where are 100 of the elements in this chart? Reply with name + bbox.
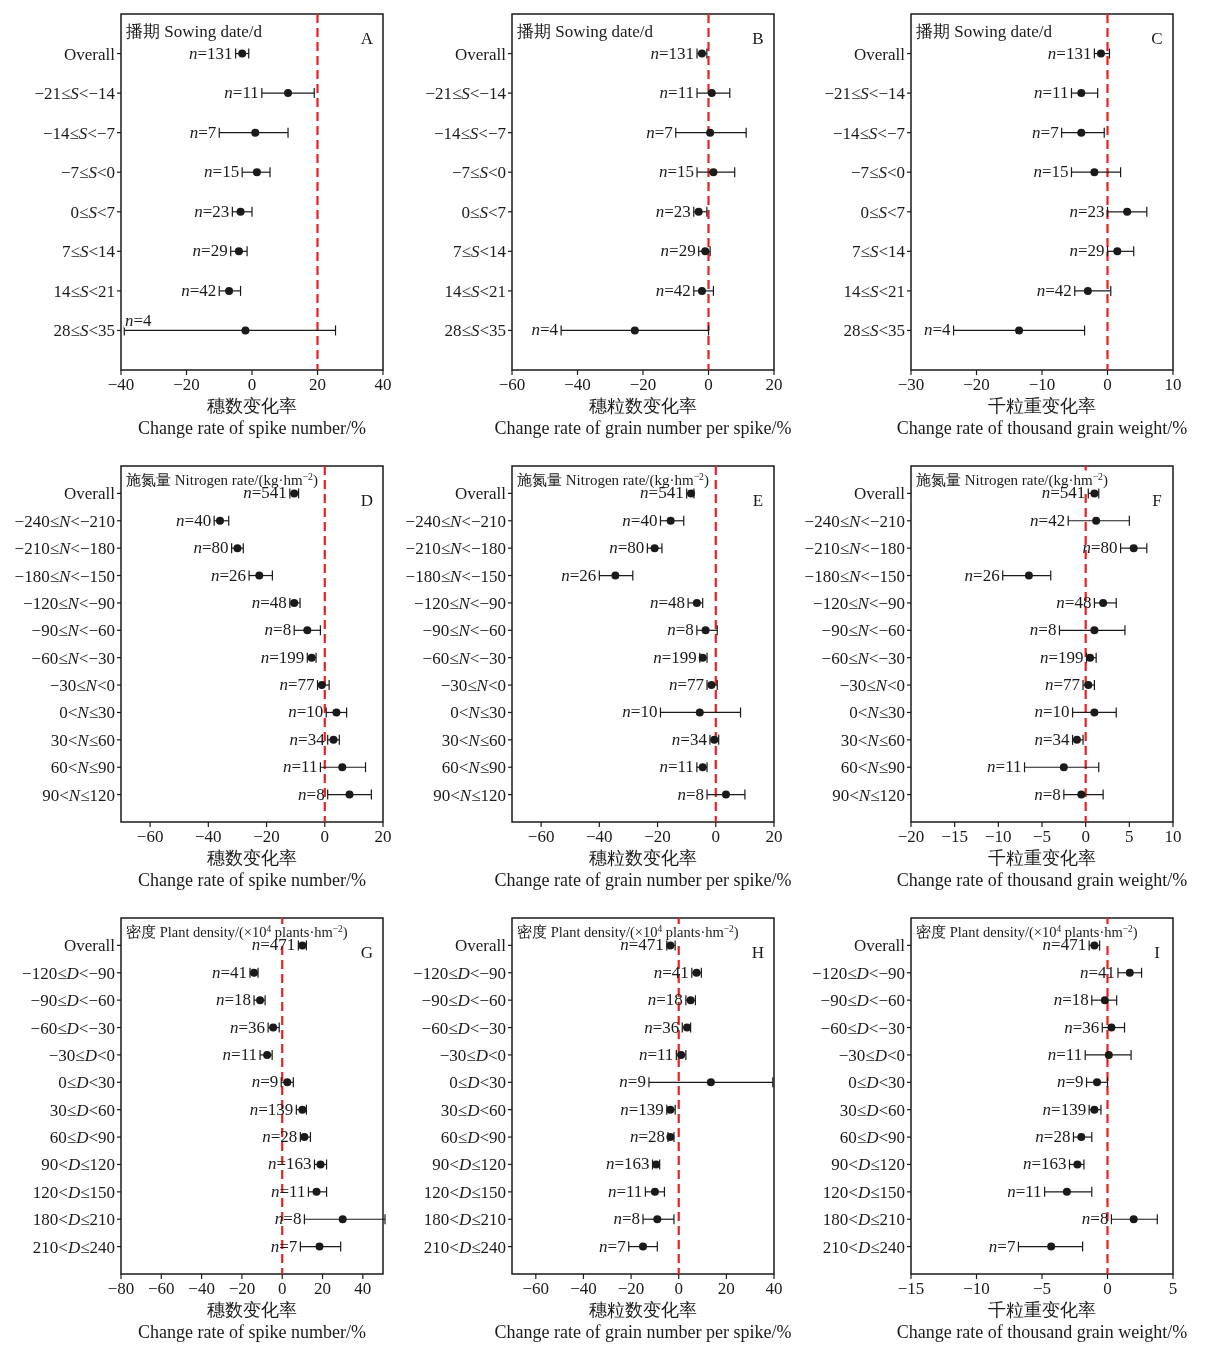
annotation: F [1152,491,1162,510]
y-tick-label: Overall [854,484,906,504]
annotation: n=36 [644,1017,680,1037]
x-axis-title: 穗粒数变化率 Change rate of grain number per spike/% [494,848,792,890]
point [611,571,620,580]
x-tick-label: −10 [985,827,1012,846]
annotation: I [1154,943,1161,962]
x-axis-title: 穗数变化率 Change rate of spike number/% [138,1300,366,1342]
y-tick-label: −21≤S<−14 [824,84,906,104]
y-tick-label: −90≤D<−60 [421,991,506,1011]
y-tick-label: 0≤D<30 [58,1073,115,1093]
point [1024,571,1033,580]
annotation: n=41 [211,962,247,982]
point [255,571,264,580]
y-tick-label: −14≤S<−7 [832,123,906,143]
y-tick-label: 0≤D<30 [848,1073,905,1093]
annotation: n=23 [1069,201,1105,221]
y-tick-label: 60≤D<90 [839,1128,905,1148]
y-tick-label: 90<D≤120 [831,1155,905,1175]
point [312,1187,321,1196]
annotation: n=15 [658,162,695,182]
point [1077,790,1086,799]
y-tick-label: 90<N≤120 [433,785,506,805]
x-tick-label: −20 [897,827,925,846]
annotation: n=11 [659,83,695,103]
point [252,168,261,177]
x-tick-label: −60 [136,827,164,846]
point [251,128,260,137]
y-tick-label: Overall [64,44,116,64]
x-tick-label: −15 [941,827,968,846]
annotation: n=9 [619,1072,646,1092]
annotation: n=77 [1044,675,1081,695]
point [284,89,293,98]
y-tick-label: −90≤N<−60 [31,621,115,641]
annotation: B [752,29,764,48]
y-tick-label: Overall [854,936,906,956]
annotation: n=48 [1056,592,1092,612]
point [338,763,347,772]
x-tick-label: 20 [314,1279,332,1298]
annotation: n=131 [1047,43,1092,63]
annotation: n=48 [650,592,686,612]
y-tick-label: −7≤S<0 [451,163,506,183]
annotation: n=4 [531,320,559,340]
y-tick-label: −240≤N<−210 [405,511,506,531]
point [1047,1242,1056,1251]
text: 播期 Sowing date/d [916,22,1053,41]
annotation: n=8 [298,784,325,804]
y-tick-label: 30≤D<60 [839,1100,905,1120]
x-axis-title: 穗粒数变化率 Change rate of grain number per spike/% [494,396,792,438]
x-tick-label: −20 [253,827,280,846]
annotation: n=8 [613,1209,640,1229]
x-tick-label: −10 [1028,375,1056,394]
point [315,1242,324,1251]
x-tick-label: 0 [1081,827,1090,846]
y-tick-label: 0<N≤30 [849,703,905,723]
point [1107,1023,1116,1032]
annotation: n=9 [1056,1072,1084,1092]
annotation: D [360,491,374,510]
y-tick-label: −180≤N<−150 [14,566,115,586]
annotation: n=11 [659,757,694,777]
y-tick-label: −120≤N<−90 [23,593,115,613]
x-tick-label: 10 [1164,375,1182,394]
y-tick-label: 7≤S<14 [453,242,507,262]
point [1129,1215,1138,1224]
x-axis-title: 千粒重变化率 Change rate of thousand grain weight/% [896,396,1188,438]
annotation: n=10 [1034,702,1070,722]
annotation: n=10 [288,702,324,722]
y-tick-label: −14≤S<−7 [433,123,507,143]
x-tick-label: 20 [765,375,783,394]
point [692,598,701,607]
annotation: n=11 [638,1044,674,1064]
x-tick-label: 0 [1103,1279,1112,1298]
y-tick-label: 30≤D<60 [440,1100,506,1120]
y-tick-label: −60≤D<−30 [421,1018,506,1038]
annotation: n=11 [1047,1044,1083,1064]
y-tick-label: −90≤D<−60 [820,991,905,1011]
y-tick-label: Overall [455,484,507,504]
x-tick-label: −5 [1032,827,1052,846]
annotation: n=7 [988,1236,1016,1256]
annotation: n=163 [1022,1154,1067,1174]
annotation: n=28 [629,1127,666,1147]
point [1129,544,1138,553]
y-tick-label: −30≤N<0 [49,676,115,696]
y-tick-label: 0<N≤30 [59,703,115,723]
y-tick-label: −7≤S<0 [60,163,115,183]
y-tick-label: Overall [455,44,507,64]
y-tick-label: 210<D≤240 [822,1237,905,1257]
x-tick-label: −30 [897,375,925,394]
annotation: n=26 [964,565,1000,585]
annotation: n=199 [653,647,697,667]
y-tick-label: 90<N≤120 [832,785,905,805]
point [234,247,243,256]
point [650,544,659,553]
point [707,89,716,98]
y-tick-label: −120≤D<−90 [413,963,506,983]
annotation: n=41 [653,962,689,982]
y-tick-label: Overall [64,936,116,956]
annotation: n=26 [211,565,247,585]
x-axis-title: 穗数变化率 Change rate of spike number/% [138,396,366,438]
y-tick-label: 0≤S<7 [461,202,507,222]
